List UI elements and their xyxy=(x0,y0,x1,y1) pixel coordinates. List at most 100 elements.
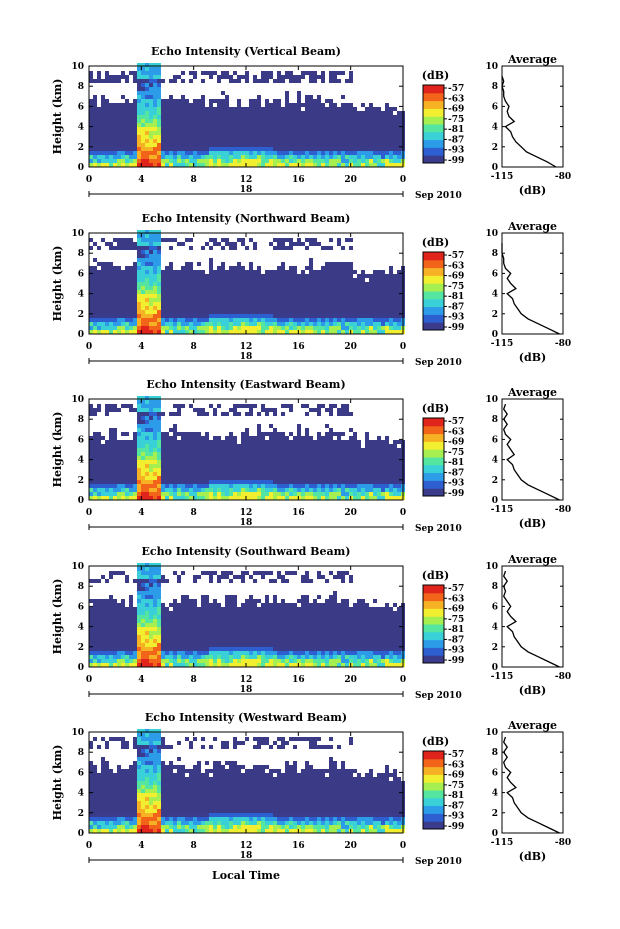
heatmap-cell xyxy=(133,163,137,167)
profile-y-tick-label: 4 xyxy=(492,456,498,466)
heatmap-cell xyxy=(141,254,145,258)
heatmap-cell xyxy=(225,412,229,416)
heatmap-cell xyxy=(165,151,169,155)
heatmap-cell xyxy=(233,266,237,270)
heatmap-cell xyxy=(101,635,105,639)
heatmap-cell xyxy=(333,270,337,274)
heatmap-cell xyxy=(273,464,277,468)
heatmap-cell xyxy=(177,290,181,294)
heatmap-cell xyxy=(209,135,213,139)
heatmap-cell xyxy=(353,314,357,318)
heatmap-cell xyxy=(205,318,209,322)
heatmap-cell xyxy=(193,476,197,480)
heatmap-cell xyxy=(285,322,289,326)
heatmap-cell xyxy=(245,480,249,484)
heatmap-cell xyxy=(105,603,109,607)
heatmap-cell xyxy=(145,635,149,639)
heatmap-cell xyxy=(161,131,165,135)
heatmap-cell xyxy=(113,643,117,647)
heatmap-cell xyxy=(321,290,325,294)
heatmap-cell xyxy=(337,322,341,326)
heatmap-cell xyxy=(377,330,381,334)
heatmap-cell xyxy=(325,408,329,412)
heatmap-cell xyxy=(321,147,325,151)
heatmap-cell xyxy=(301,135,305,139)
heatmap-cell xyxy=(273,488,277,492)
heatmap-cell xyxy=(133,131,137,135)
heatmap-cell xyxy=(181,440,185,444)
heatmap-cell xyxy=(225,270,229,274)
heatmap-cell xyxy=(89,476,93,480)
heatmap-cell xyxy=(261,163,265,167)
heatmap-cell xyxy=(193,99,197,103)
heatmap-cell xyxy=(93,476,97,480)
heatmap-cell xyxy=(109,310,113,314)
heatmap-cell xyxy=(361,306,365,310)
heatmap-cell xyxy=(157,432,161,436)
heatmap-cell xyxy=(141,400,145,404)
heatmap-cell xyxy=(101,599,105,603)
heatmap-cell xyxy=(257,452,261,456)
heatmap-cell xyxy=(353,294,357,298)
heatmap-cell xyxy=(153,444,157,448)
heatmap-cell xyxy=(165,436,169,440)
heatmap-cell xyxy=(137,396,141,400)
heatmap-cell xyxy=(309,310,313,314)
heatmap-cell xyxy=(353,440,357,444)
heatmap-cell xyxy=(265,99,269,103)
x-tick-label: 8 xyxy=(191,508,197,518)
heatmap-cell xyxy=(281,286,285,290)
heatmap-cell xyxy=(209,71,213,75)
heatmap-cell xyxy=(209,115,213,119)
heatmap-cell xyxy=(89,71,93,75)
heatmap-cell xyxy=(209,330,213,334)
heatmap-cell xyxy=(217,274,221,278)
heatmap-cell xyxy=(129,651,133,655)
heatmap-cell xyxy=(141,147,145,151)
heatmap-cell xyxy=(109,484,113,488)
heatmap-cell xyxy=(97,163,101,167)
heatmap-cell xyxy=(213,119,217,123)
heatmap-cell xyxy=(109,655,113,659)
heatmap-cell xyxy=(297,322,301,326)
heatmap-cell xyxy=(281,314,285,318)
heatmap-cell xyxy=(329,99,333,103)
heatmap-cell xyxy=(377,436,381,440)
heatmap-cell xyxy=(153,440,157,444)
heatmap-cell xyxy=(369,298,373,302)
heatmap-cell xyxy=(161,452,165,456)
heatmap-cell xyxy=(365,488,369,492)
heatmap-cell xyxy=(217,282,221,286)
heatmap-cell xyxy=(149,234,153,238)
heatmap-cell xyxy=(169,238,173,242)
heatmap-cell xyxy=(97,631,101,635)
heatmap-cell xyxy=(229,310,233,314)
heatmap-cell xyxy=(201,310,205,314)
heatmap-cell xyxy=(153,99,157,103)
heatmap-cell xyxy=(357,127,361,131)
heatmap-cell xyxy=(221,294,225,298)
heatmap-cell xyxy=(125,310,129,314)
heatmap-cell xyxy=(121,246,125,250)
heatmap-cell xyxy=(205,484,209,488)
heatmap-cell xyxy=(197,330,201,334)
heatmap-cell xyxy=(265,488,269,492)
heatmap-cell xyxy=(133,448,137,452)
heatmap-cell xyxy=(245,111,249,115)
heatmap-cell xyxy=(193,282,197,286)
heatmap-cell xyxy=(177,298,181,302)
heatmap-cell xyxy=(197,472,201,476)
heatmap-cell xyxy=(125,496,129,500)
heatmap-cell xyxy=(353,270,357,274)
heatmap-cell xyxy=(305,496,309,500)
date-day-label: 18 xyxy=(240,185,253,195)
heatmap-cell xyxy=(109,647,113,651)
heatmap-cell xyxy=(353,282,357,286)
heatmap-cell xyxy=(237,488,241,492)
heatmap-cell xyxy=(289,290,293,294)
heatmap-cell xyxy=(357,147,361,151)
heatmap-cell xyxy=(205,107,209,111)
heatmap-cell xyxy=(273,151,277,155)
heatmap-cell xyxy=(129,460,133,464)
heatmap-cell xyxy=(129,444,133,448)
